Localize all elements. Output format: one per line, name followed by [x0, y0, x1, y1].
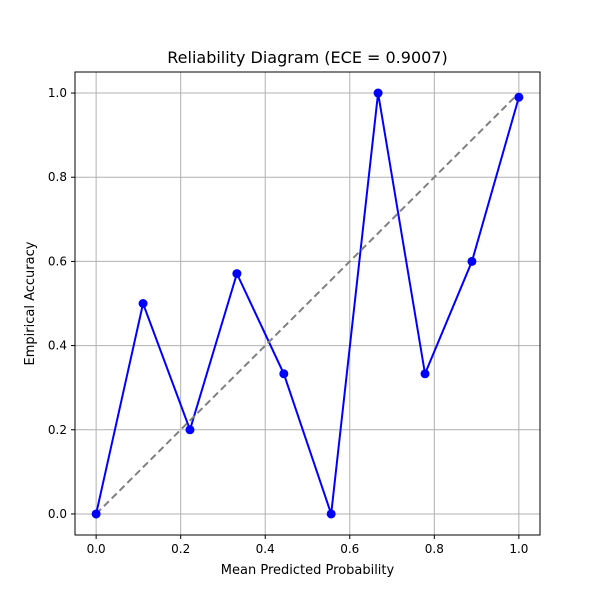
x-tick-label: 0.4	[256, 542, 275, 556]
y-axis-label: Empirical Accuracy	[23, 241, 38, 365]
x-tick-label: 0.2	[171, 542, 190, 556]
x-axis-label: Mean Predicted Probability	[221, 563, 395, 578]
x-tick-label: 0.8	[425, 542, 444, 556]
calibration-point	[420, 369, 430, 379]
plot-series	[91, 88, 524, 519]
calibration-point	[232, 269, 242, 279]
y-tick-label: 1.0	[48, 86, 67, 100]
calibration-line	[95, 92, 520, 515]
y-tick-label: 0.0	[48, 507, 67, 521]
y-tick-label: 0.6	[48, 254, 67, 268]
calibration-point	[279, 369, 289, 379]
x-tick-label: 1.0	[509, 542, 528, 556]
y-tick-label: 0.4	[48, 339, 67, 353]
calibration-point	[91, 509, 101, 519]
x-tick-label: 0.6	[340, 542, 359, 556]
ticks: 0.0 0.2 0.4 0.6 0.8 1.0 0.0 0.2 0.4 0.6 0.8 1.0	[48, 86, 529, 556]
calibration-point	[373, 88, 383, 98]
calibration-point	[467, 256, 477, 266]
grid	[75, 72, 540, 535]
plot-frame	[74, 71, 541, 536]
perfect-calibration-line	[95, 92, 520, 515]
x-tick-label: 0.0	[87, 542, 106, 556]
calibration-point	[138, 299, 148, 308]
calibration-point	[185, 425, 195, 435]
chart-title: Reliability Diagram (ECE = 0.9007)	[167, 48, 447, 67]
y-tick-label: 0.8	[48, 170, 67, 184]
calibration-point	[514, 92, 524, 102]
y-tick-label: 0.2	[48, 423, 67, 437]
calibration-point	[326, 509, 336, 519]
